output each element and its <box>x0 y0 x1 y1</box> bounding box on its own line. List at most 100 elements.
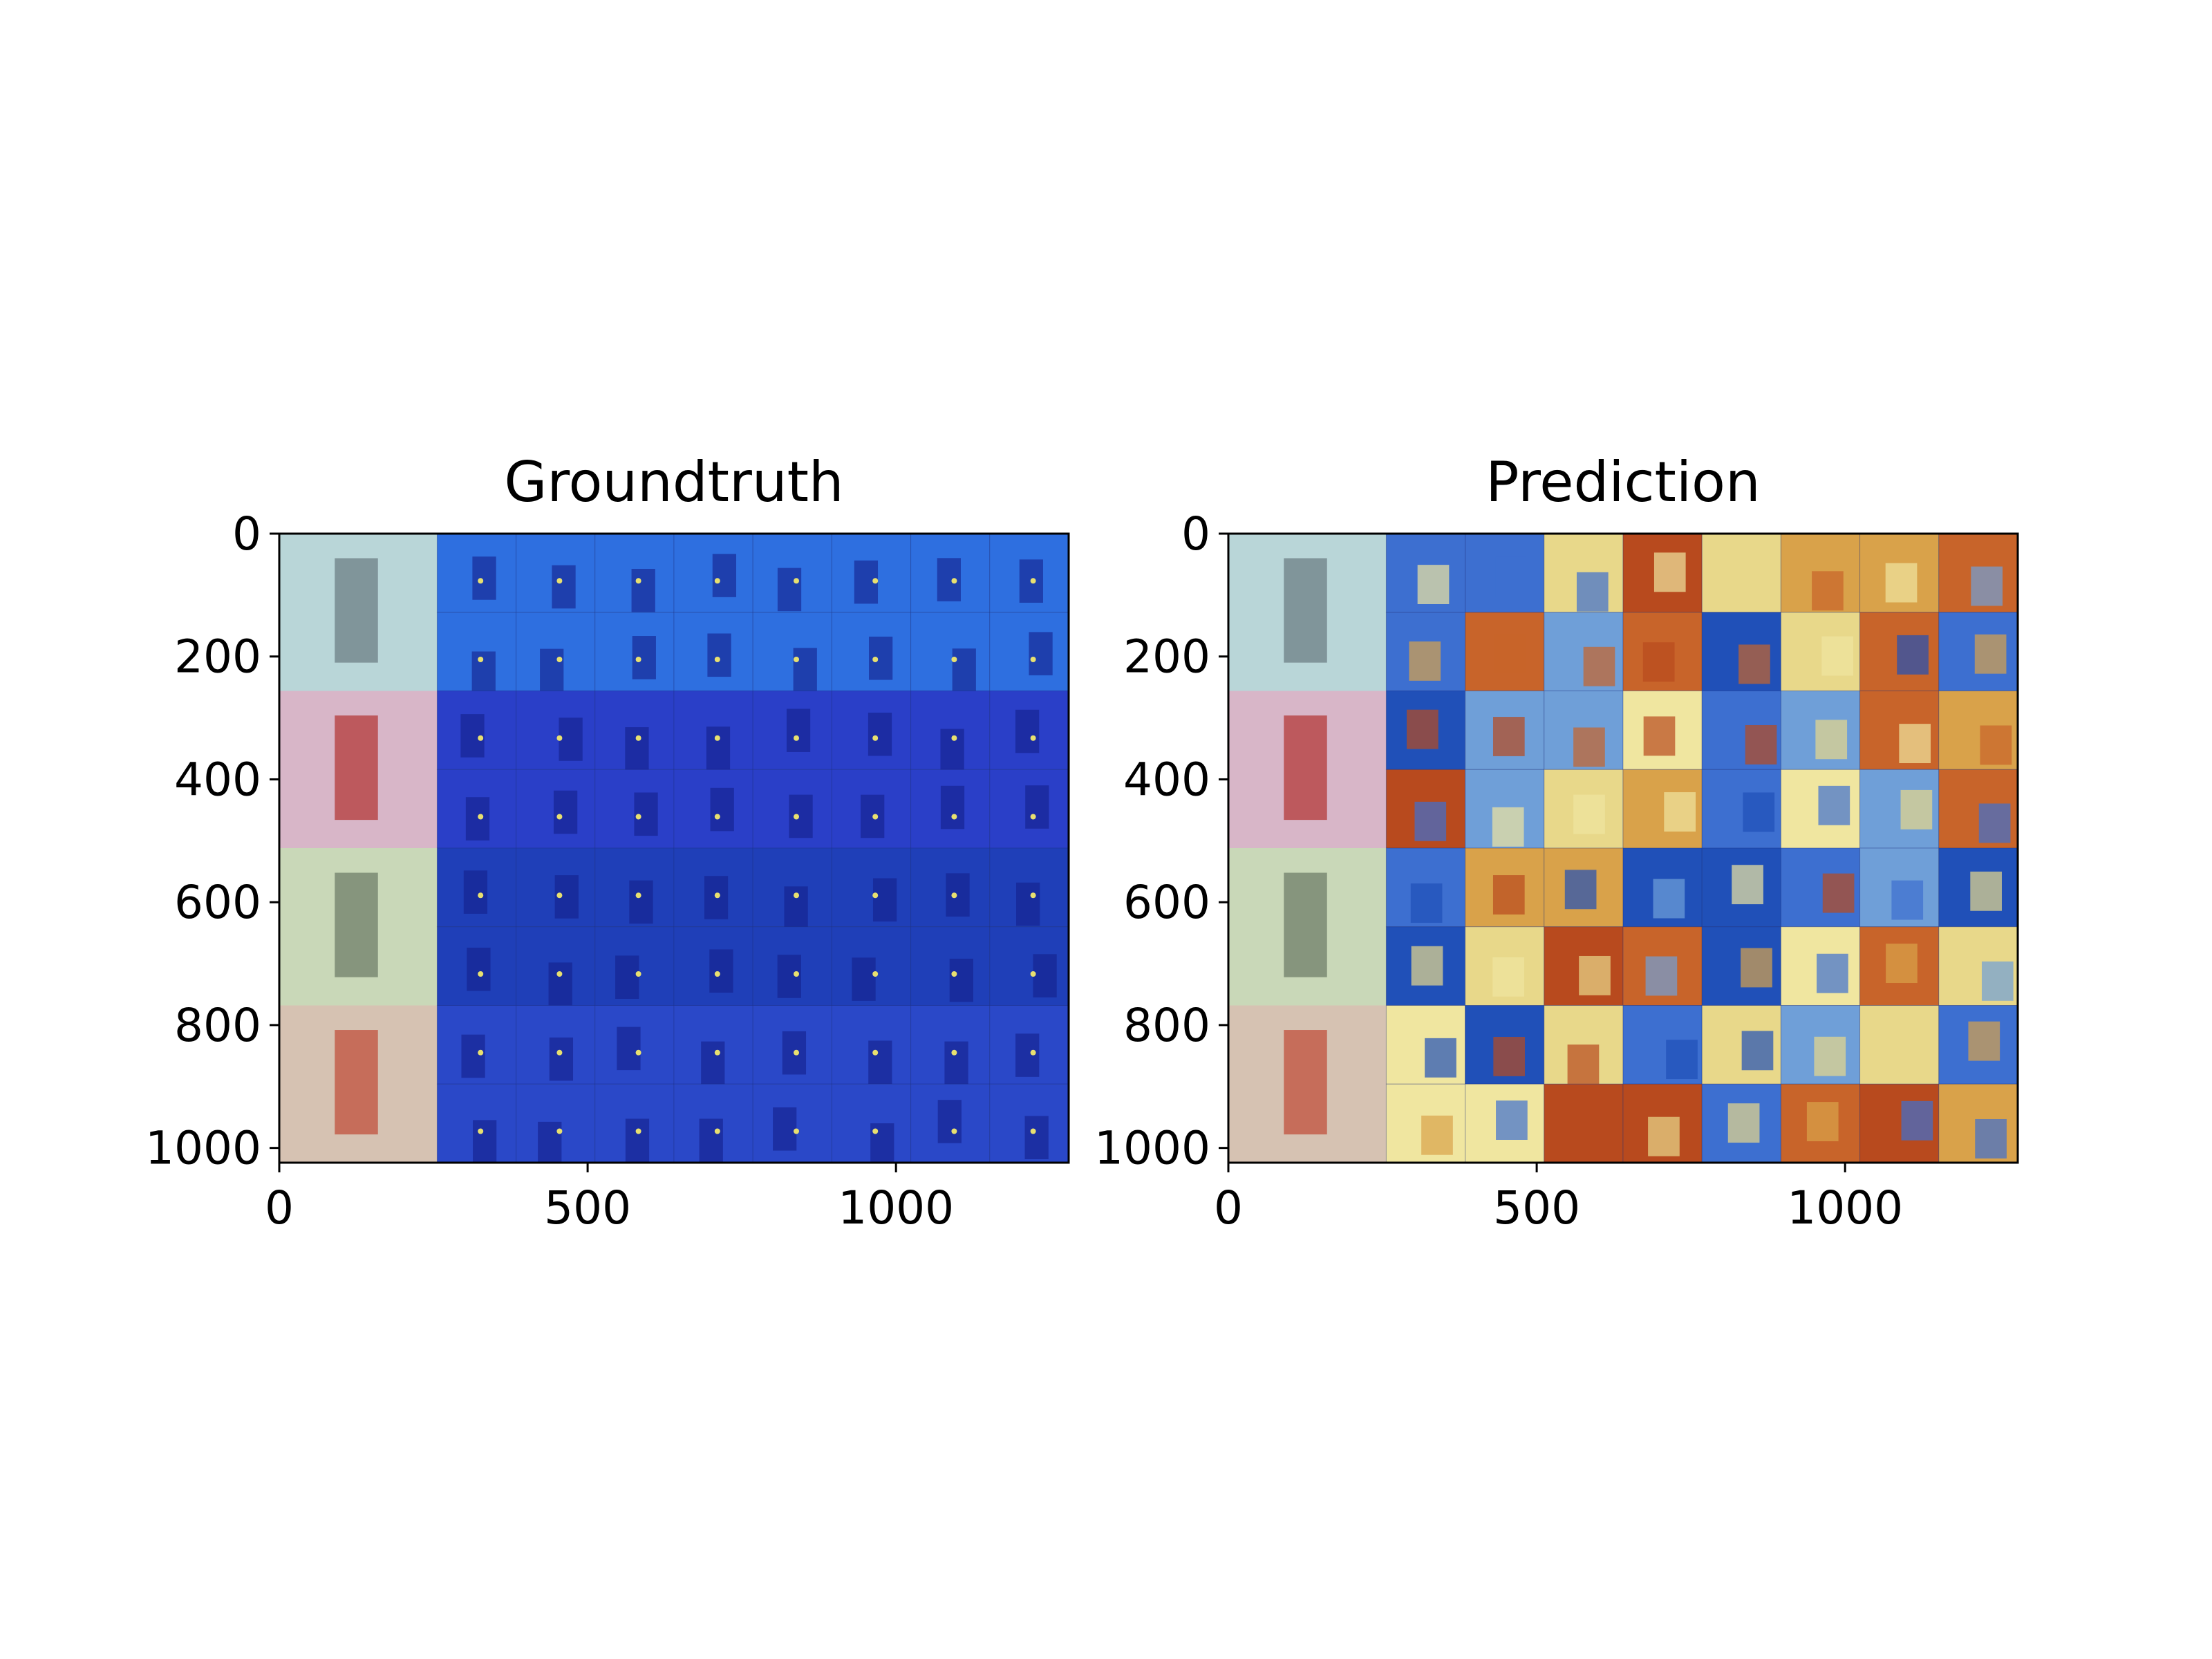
heatmap-shape <box>701 1041 725 1085</box>
heatmap-shape <box>1980 725 2012 765</box>
keypoint-marker <box>872 971 879 977</box>
chart-title: Groundtruth <box>504 450 843 514</box>
keypoint-marker <box>556 892 563 899</box>
heatmap-shape <box>1567 1044 1600 1085</box>
keypoint-marker <box>635 735 641 741</box>
keypoint-marker <box>951 657 957 662</box>
y-tick-label: 0 <box>1181 507 1210 561</box>
heatmap-shape <box>631 568 655 612</box>
chart-title: Prediction <box>1485 450 1760 514</box>
heatmap-shape <box>1565 1121 1597 1161</box>
heatmap-shape <box>709 949 733 993</box>
keypoint-marker <box>478 814 484 820</box>
keypoint-marker <box>556 1049 563 1056</box>
keypoint-marker <box>951 735 957 741</box>
keypoint-marker <box>714 814 720 820</box>
heatmap-shape <box>1814 1036 1846 1076</box>
keypoint-marker <box>714 971 720 977</box>
heatmap-shape <box>625 1118 650 1163</box>
heatmap-shape <box>773 1107 797 1151</box>
keypoint-marker <box>794 657 800 662</box>
heatmap-shape <box>706 727 731 770</box>
thumbnail-figure <box>335 715 378 821</box>
heatmap-shape <box>463 870 488 914</box>
keypoint-marker <box>714 1128 720 1134</box>
heatmap-shape <box>940 729 964 773</box>
heatmap-shape <box>1493 1037 1526 1076</box>
keypoint-marker <box>794 735 800 741</box>
keypoint-marker <box>872 1128 879 1134</box>
heatmap-shape <box>629 880 653 924</box>
keypoint-marker <box>872 735 879 741</box>
y-tick-label: 800 <box>174 999 261 1052</box>
x-axis: 0 500 1000 <box>1214 1163 1903 1235</box>
heatmap-shape <box>559 718 583 761</box>
keypoint-marker <box>1030 1049 1036 1056</box>
heatmap-shape <box>1822 873 1855 913</box>
heatmap-shape <box>465 797 490 841</box>
heatmap-shape <box>473 1120 497 1163</box>
heatmap-shape <box>1015 709 1040 753</box>
heatmap-shape <box>937 1100 962 1143</box>
heatmap-shape <box>952 648 976 692</box>
heatmap-shape <box>1495 556 1527 597</box>
heatmap-shape <box>699 1118 723 1163</box>
heatmap-shape <box>786 709 811 752</box>
heatmap-shape <box>1583 646 1615 686</box>
heatmap-shape <box>1645 956 1678 996</box>
keypoint-marker <box>1030 814 1036 820</box>
keypoint-marker <box>951 971 957 977</box>
heatmap-shape <box>549 1037 574 1081</box>
heatmap-shape <box>1899 724 1931 764</box>
heatmap-shape <box>789 794 813 838</box>
keypoint-marker <box>714 578 720 584</box>
keypoint-marker <box>635 1049 641 1056</box>
panel-prediction: Prediction 0 500 1000 0 200 400 600 800 1000 <box>1094 450 2019 1235</box>
y-tick-label: 1000 <box>1094 1122 1210 1175</box>
x-tick-label: 0 <box>1214 1181 1243 1235</box>
keypoint-marker <box>635 971 641 977</box>
keypoint-marker <box>1030 1128 1036 1134</box>
heatmap-shape <box>1885 563 1918 603</box>
heatmap-shape <box>1741 1031 1774 1071</box>
heatmap-shape <box>1738 644 1770 684</box>
y-axis: 0 200 400 600 800 1000 <box>145 507 279 1175</box>
y-axis: 0 200 400 600 800 1000 <box>1094 507 1228 1175</box>
heatmap-tile <box>752 612 832 691</box>
keypoint-marker <box>1030 735 1036 741</box>
y-tick-label: 200 <box>174 630 261 684</box>
keypoint-marker <box>714 657 720 662</box>
heatmap-shape <box>949 958 973 1002</box>
heatmap-shape <box>538 1121 562 1163</box>
keypoint-marker <box>478 1049 484 1056</box>
heatmap-shape <box>615 955 639 999</box>
x-tick-label: 500 <box>544 1181 631 1235</box>
thumbnail-figure <box>335 1030 378 1135</box>
heatmap-shape <box>540 648 564 693</box>
heatmap-shape <box>940 785 965 830</box>
keypoint-marker <box>635 814 641 820</box>
x-axis: 0 500 1000 <box>265 1163 954 1235</box>
heatmap-shape <box>1978 803 2011 843</box>
keypoint-marker <box>635 892 641 899</box>
heatmap-shape <box>1666 1040 1698 1080</box>
keypoint-marker <box>556 814 563 820</box>
keypoint-marker <box>794 1128 800 1134</box>
keypoint-marker <box>951 578 957 584</box>
heatmap-shape <box>1573 794 1605 834</box>
keypoint-marker <box>556 735 563 741</box>
heatmap-shape <box>1818 785 1850 825</box>
y-tick-label: 0 <box>232 507 261 561</box>
heatmap-shape <box>1971 566 2003 606</box>
keypoint-marker <box>714 735 720 741</box>
heatmap-shape <box>625 727 649 771</box>
heatmap-shape <box>937 558 961 601</box>
heatmap-shape <box>1648 1116 1680 1156</box>
heatmap-shape <box>1741 948 1772 988</box>
heatmap-shape <box>1492 717 1525 756</box>
heatmap-shape <box>1016 882 1040 926</box>
heatmap-shape <box>1817 953 1848 993</box>
panel-groundtruth: Groundtruth 0 500 1000 0 200 400 600 800 1000 <box>145 450 1070 1235</box>
heatmap-grid <box>279 534 1069 1163</box>
heatmap-tile <box>989 926 1069 1006</box>
